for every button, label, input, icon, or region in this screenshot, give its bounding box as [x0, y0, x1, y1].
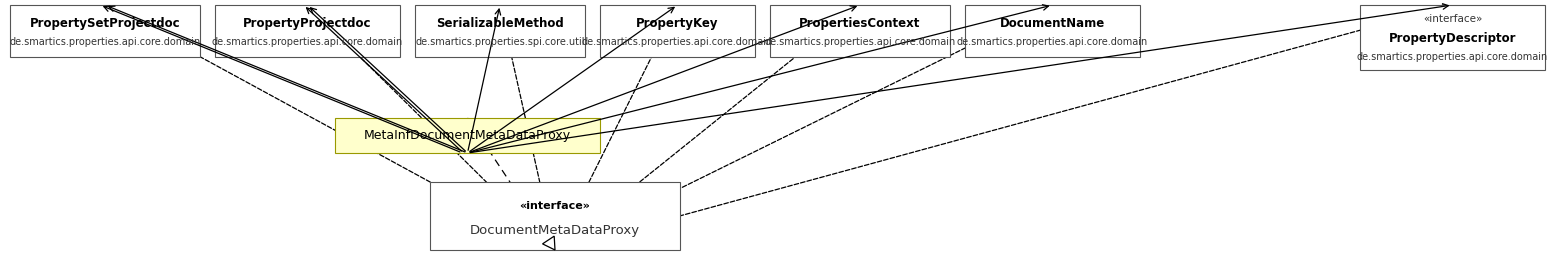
Text: PropertySetProjectdoc: PropertySetProjectdoc: [30, 17, 180, 30]
Text: «interface»: «interface»: [1423, 14, 1482, 24]
FancyBboxPatch shape: [9, 5, 201, 57]
FancyBboxPatch shape: [215, 5, 400, 57]
Text: MetaInfDocumentMetaDataProxy: MetaInfDocumentMetaDataProxy: [364, 129, 571, 142]
Text: de.smartics.properties.api.core.domain: de.smartics.properties.api.core.domain: [582, 37, 773, 48]
Text: de.smartics.properties.api.core.domain: de.smartics.properties.api.core.domain: [9, 37, 201, 48]
Text: de.smartics.properties.api.core.domain: de.smartics.properties.api.core.domain: [765, 37, 956, 48]
FancyBboxPatch shape: [334, 118, 600, 153]
FancyBboxPatch shape: [966, 5, 1140, 57]
FancyBboxPatch shape: [415, 5, 585, 57]
Text: SerializableMethod: SerializableMethod: [435, 17, 564, 30]
Text: PropertiesContext: PropertiesContext: [799, 17, 921, 30]
Text: DocumentMetaDataProxy: DocumentMetaDataProxy: [470, 225, 641, 237]
FancyBboxPatch shape: [600, 5, 756, 57]
Text: PropertyDescriptor: PropertyDescriptor: [1389, 32, 1516, 45]
FancyBboxPatch shape: [770, 5, 950, 57]
Text: de.smartics.properties.spi.core.util: de.smartics.properties.spi.core.util: [415, 37, 585, 48]
Text: «interface»: «interface»: [519, 201, 591, 211]
Text: DocumentName: DocumentName: [1000, 17, 1106, 30]
Text: PropertyKey: PropertyKey: [636, 17, 718, 30]
Text: PropertyProjectdoc: PropertyProjectdoc: [243, 17, 372, 30]
FancyBboxPatch shape: [1361, 5, 1546, 70]
Text: de.smartics.properties.api.core.domain: de.smartics.properties.api.core.domain: [211, 37, 403, 48]
Text: de.smartics.properties.api.core.domain: de.smartics.properties.api.core.domain: [956, 37, 1148, 48]
FancyBboxPatch shape: [431, 182, 680, 250]
Text: de.smartics.properties.api.core.domain: de.smartics.properties.api.core.domain: [1358, 52, 1549, 62]
